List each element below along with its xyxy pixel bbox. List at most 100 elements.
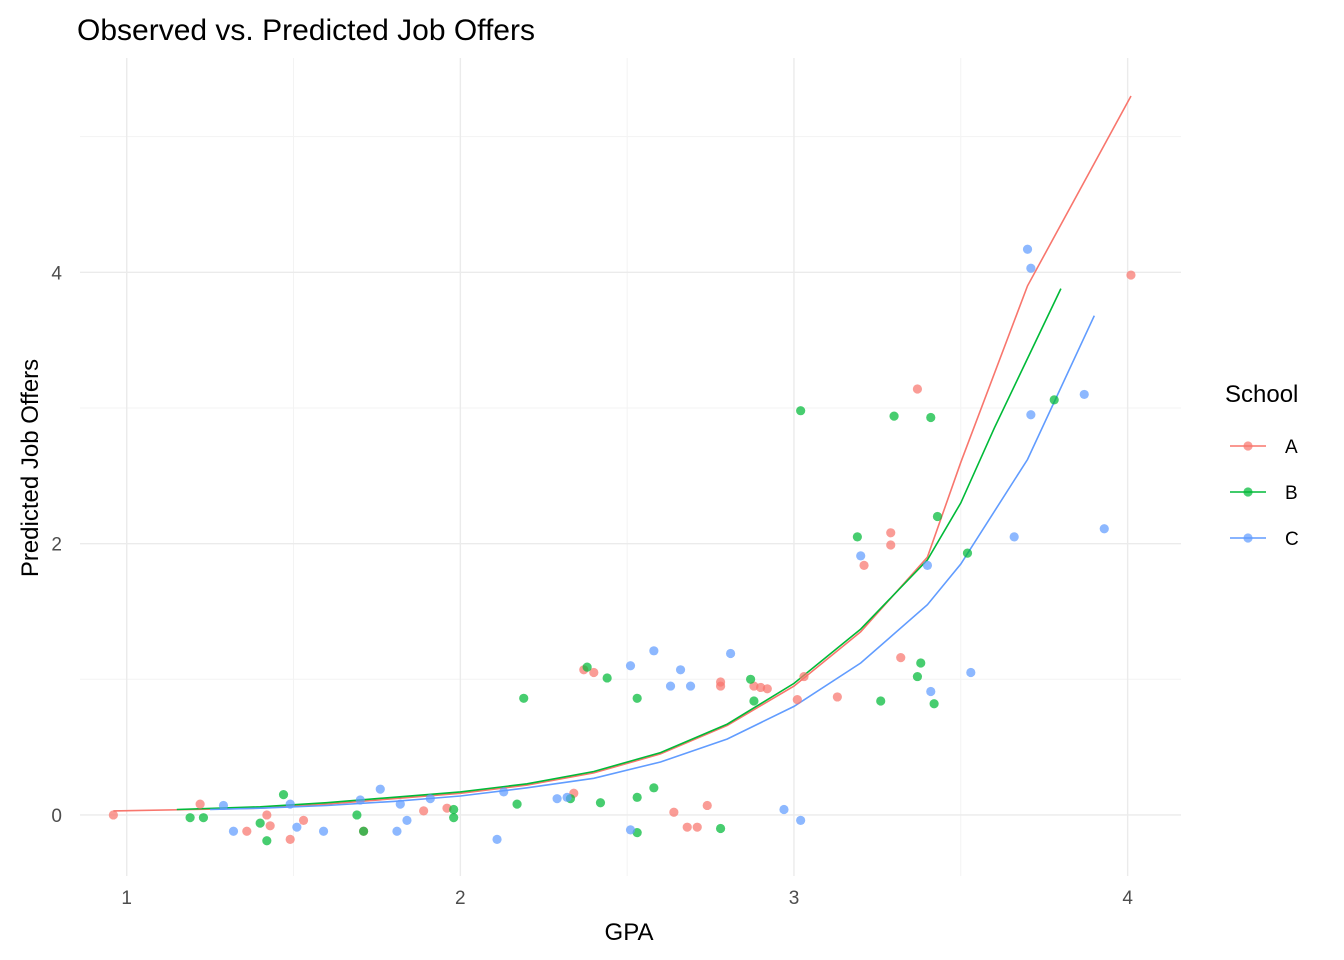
data-point-a — [762, 684, 772, 694]
data-point-a — [1126, 270, 1136, 280]
data-point-b — [262, 836, 272, 846]
data-point-c — [402, 815, 412, 825]
data-point-b — [582, 662, 592, 672]
legend-marker-b — [1243, 487, 1253, 497]
data-point-a — [859, 560, 869, 570]
data-point-c — [1079, 389, 1089, 400]
data-point-b — [1049, 395, 1059, 405]
data-point-b — [746, 674, 756, 684]
data-point-b — [278, 790, 289, 800]
data-point-c — [685, 681, 696, 691]
data-point-c — [375, 784, 385, 794]
data-point-b — [852, 532, 862, 542]
y-axis-title: Predicted Job Offers — [17, 359, 44, 577]
legend-label-a: A — [1285, 437, 1298, 458]
data-point-b — [449, 804, 459, 815]
data-point-a — [669, 807, 679, 817]
data-point-b — [796, 406, 806, 416]
data-point-c — [218, 800, 229, 811]
data-point-a — [298, 815, 309, 825]
data-point-b — [352, 810, 362, 820]
data-point-c — [725, 648, 736, 659]
legend-marker-a — [1243, 441, 1253, 451]
data-point-c — [228, 826, 239, 836]
data-point-b — [715, 823, 726, 834]
data-point-a — [896, 652, 906, 663]
legend: School A B C — [1225, 381, 1299, 550]
data-point-a — [195, 799, 205, 809]
data-point-a — [692, 822, 702, 832]
data-point-a — [715, 677, 726, 687]
data-point-c — [395, 799, 405, 809]
legend-items: A B C — [1230, 437, 1299, 550]
data-point-b — [929, 699, 939, 709]
legend-label-b: B — [1285, 483, 1298, 504]
data-point-b — [519, 693, 529, 703]
data-point-b — [649, 783, 659, 793]
data-point-b — [962, 548, 973, 558]
data-point-c — [665, 681, 676, 691]
data-point-c — [856, 551, 866, 561]
fit-line-c — [210, 315, 1096, 811]
data-point-b — [932, 511, 943, 522]
x-axis-tick-labels: 1 2 3 4 — [121, 888, 1133, 909]
data-point-c — [499, 787, 509, 797]
data-point-c — [492, 834, 502, 844]
data-point-a — [886, 540, 896, 550]
x-tick-label: 1 — [121, 888, 132, 909]
legend-marker-c — [1243, 533, 1253, 543]
data-point-b — [632, 693, 642, 703]
data-point-c — [926, 686, 936, 697]
data-point-c — [649, 646, 659, 656]
data-point-a — [886, 528, 896, 538]
data-point-a — [419, 806, 429, 816]
data-point-c — [1099, 524, 1109, 534]
data-points — [108, 244, 1136, 846]
data-point-a — [912, 384, 923, 394]
data-point-b — [198, 813, 209, 823]
data-point-c — [1026, 410, 1036, 420]
data-point-a — [285, 834, 295, 844]
data-point-a — [792, 695, 802, 705]
data-point-b — [358, 826, 369, 836]
data-point-b — [916, 658, 926, 668]
legend-label-c: C — [1285, 529, 1299, 550]
data-point-a — [589, 667, 599, 678]
data-point-c — [425, 794, 435, 804]
data-point-c — [625, 825, 636, 835]
data-point-c — [1022, 244, 1033, 254]
data-point-c — [779, 804, 789, 815]
x-axis-title: GPA — [605, 919, 654, 946]
data-point-c — [796, 815, 806, 825]
data-point-a — [265, 821, 275, 831]
y-tick-label: 0 — [51, 806, 62, 827]
data-point-c — [318, 826, 329, 836]
y-axis-tick-labels: 0 2 4 — [51, 263, 62, 827]
y-tick-label: 4 — [51, 263, 62, 284]
data-point-b — [749, 696, 759, 706]
legend-item-a: A — [1230, 437, 1298, 458]
data-point-c — [966, 667, 976, 678]
data-point-b — [602, 673, 612, 683]
data-point-b — [632, 792, 642, 802]
minor-gridlines — [80, 58, 1181, 876]
data-point-c — [922, 560, 933, 570]
data-point-b — [926, 412, 936, 423]
data-point-c — [292, 822, 302, 832]
data-point-b — [595, 798, 606, 808]
legend-item-b: B — [1230, 483, 1298, 504]
x-tick-label: 4 — [1122, 888, 1133, 909]
data-point-c — [285, 799, 295, 809]
data-point-c — [392, 826, 402, 836]
data-point-a — [682, 822, 692, 832]
legend-title: School — [1225, 381, 1298, 408]
data-point-b — [255, 818, 265, 828]
data-point-b — [912, 671, 923, 682]
x-tick-label: 3 — [789, 888, 800, 909]
data-point-c — [1009, 532, 1019, 542]
data-point-c — [1026, 263, 1036, 273]
data-point-a — [108, 810, 118, 820]
data-point-c — [675, 665, 686, 675]
